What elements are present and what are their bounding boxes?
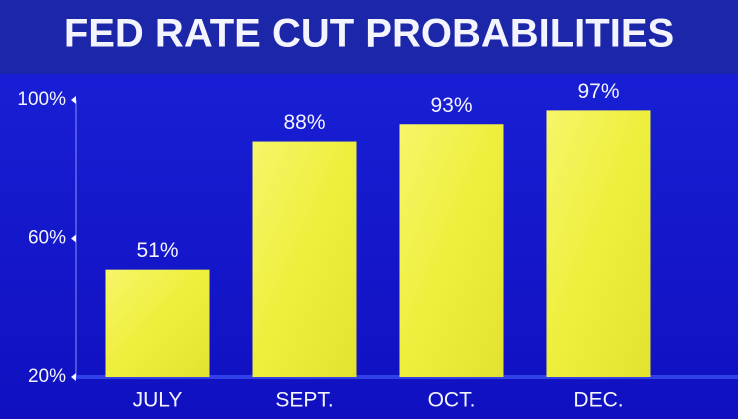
tick-mark — [71, 373, 76, 381]
bar — [546, 110, 651, 377]
y-tick-label: 20% — [28, 366, 66, 387]
title-band — [0, 0, 738, 74]
value-label: 93% — [430, 94, 472, 117]
value-label: 88% — [283, 111, 325, 134]
tick-mark — [71, 234, 76, 243]
chart-title: FED RATE CUT PROBABILITIES — [64, 12, 674, 56]
value-label: 97% — [577, 80, 619, 103]
x-tick-label: SEPT. — [275, 389, 333, 412]
tick-mark — [71, 96, 76, 104]
x-tick-label: JULY — [133, 389, 183, 412]
x-tick-label: DEC. — [573, 389, 623, 412]
x-tick-label: OCT. — [428, 389, 476, 412]
bar — [399, 124, 504, 377]
bar — [252, 141, 357, 377]
value-label: 51% — [136, 239, 178, 262]
y-tick-label: 60% — [28, 228, 66, 249]
y-tick-label: 100% — [17, 89, 66, 110]
bar — [105, 269, 210, 377]
